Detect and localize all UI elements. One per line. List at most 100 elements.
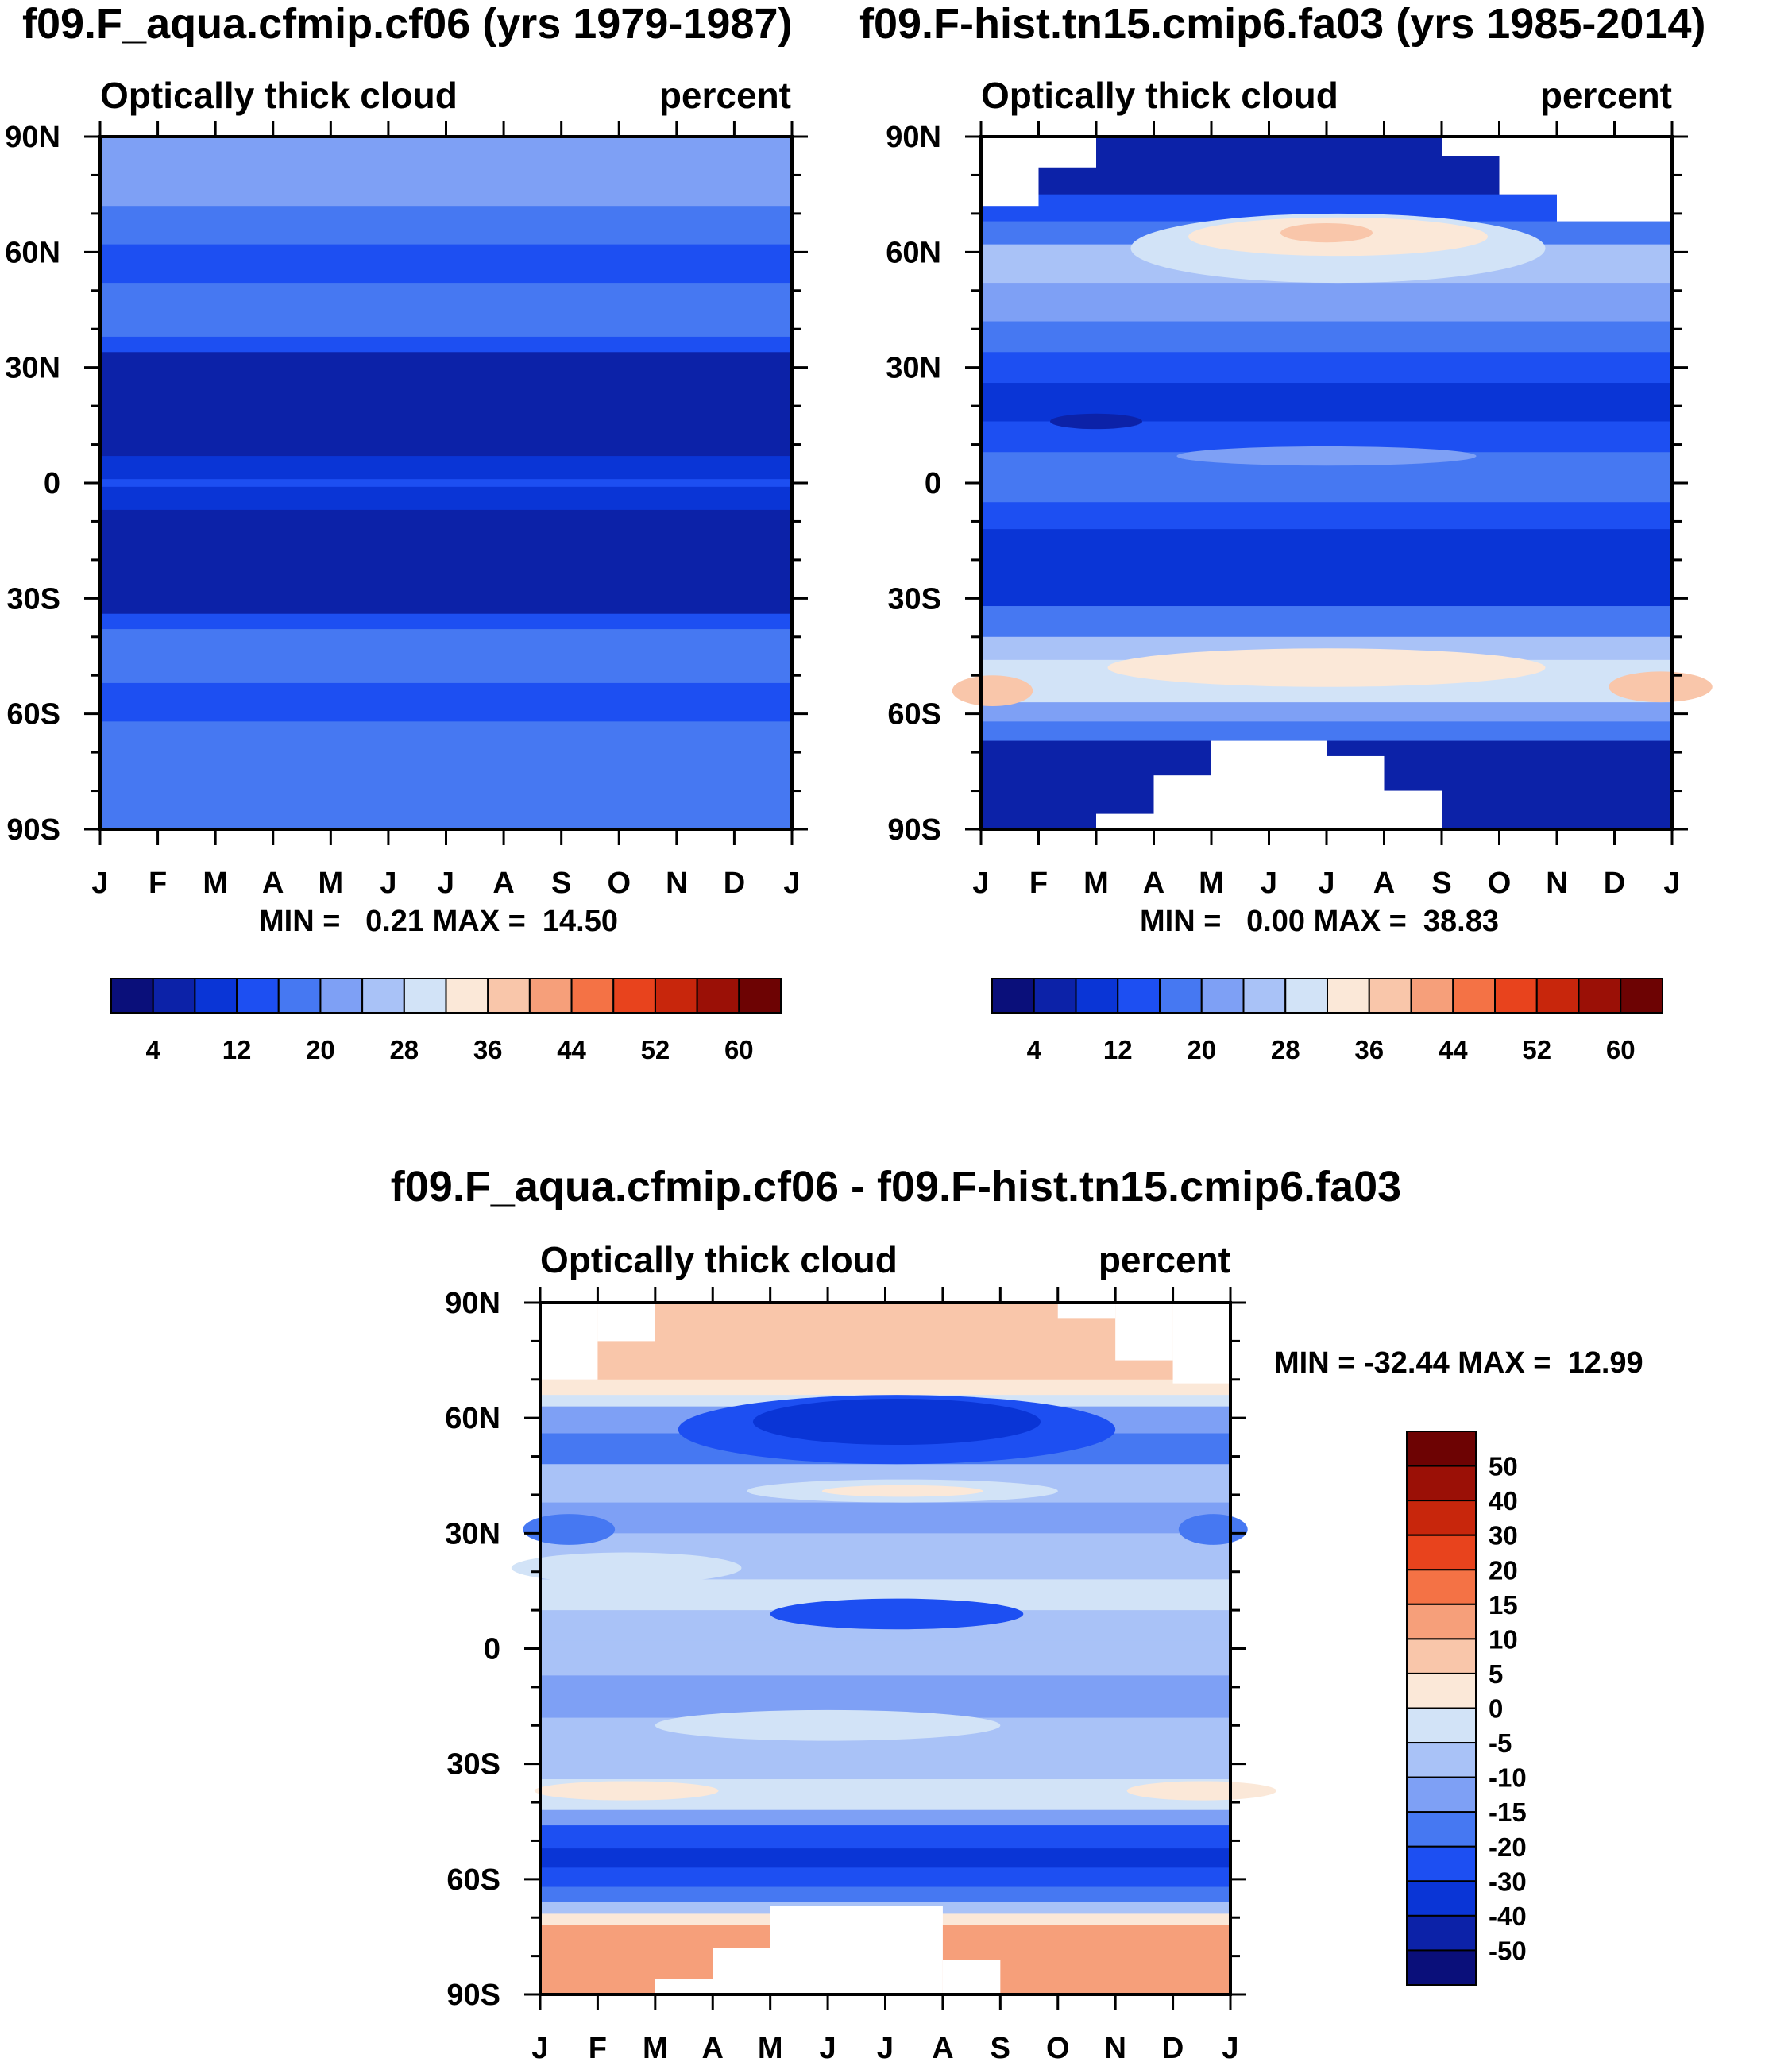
- ytick-label: 0: [44, 467, 60, 500]
- xtick-label: N: [1104, 2032, 1126, 2062]
- ytick-label: 90N: [886, 121, 941, 154]
- contour-band: [540, 1502, 1230, 1534]
- contour-band: [540, 1379, 1230, 1396]
- contour-feature: [952, 675, 1033, 706]
- colorbar-cell: [1075, 978, 1119, 1014]
- contour-feature: [511, 1552, 742, 1584]
- xtick-label: D: [1162, 2032, 1184, 2062]
- colorbar-cell: [277, 978, 322, 1014]
- colorbar-hist: 4 12 20 28 36 44 52 60: [991, 978, 1663, 1064]
- colorbar-cell: [1242, 978, 1287, 1014]
- xtick-label: J: [1663, 867, 1680, 900]
- xtick-label: A: [1373, 867, 1395, 900]
- ytick-label: 90S: [446, 1979, 500, 2012]
- ytick-label: 30N: [5, 352, 60, 385]
- xtick-label: S: [551, 867, 571, 900]
- contour-feature: [770, 1598, 1024, 1630]
- xtick-label: J: [877, 2032, 894, 2062]
- colorbar-label: -10: [1489, 1763, 1527, 1793]
- contour-band: [540, 1640, 1230, 1676]
- contour-feature: [1126, 1781, 1276, 1801]
- colorbar-label: 36: [473, 1035, 503, 1064]
- colorbar-cell: [1535, 978, 1580, 1014]
- colorbar-cell: [1406, 1465, 1477, 1502]
- colorbar-cell: [1406, 1569, 1477, 1605]
- panel-hist-left-label: Optically thick cloud: [981, 75, 1338, 116]
- missing-data-region: [1172, 1303, 1230, 1384]
- panel-aqua-ylabels: 90N 60N 30N 0 30S 60S 90S: [5, 121, 60, 847]
- colorbar-cell: [1368, 978, 1412, 1014]
- colorbar-label: 4: [1027, 1035, 1042, 1064]
- contour-band: [100, 721, 792, 761]
- panel-aqua-left-label: Optically thick cloud: [100, 75, 458, 116]
- colorbar-cell: [1406, 1534, 1477, 1571]
- ytick-label: 30S: [887, 582, 941, 616]
- colorbar-label: 5: [1489, 1659, 1503, 1689]
- colorbar-cell: [1406, 1707, 1477, 1744]
- panel-aqua-ticks: [84, 121, 808, 845]
- xtick-label: A: [1143, 867, 1164, 900]
- ytick-label: 30S: [6, 582, 60, 616]
- colorbar-cell: [1406, 1914, 1477, 1952]
- panel-hist-title: f09.F-hist.tn15.cmip6.fa03 (yrs 1985-201…: [859, 0, 1706, 48]
- colorbar-cell: [654, 978, 698, 1014]
- colorbar-label: 36: [1354, 1035, 1384, 1064]
- colorbar-cell: [1159, 978, 1203, 1014]
- panel-hist: f09.F-hist.tn15.cmip6.fa03 (yrs 1985-201…: [859, 0, 1713, 938]
- contour-band: [100, 244, 792, 284]
- xtick-label: J: [531, 2032, 548, 2062]
- panel-hist-right-label: percent: [1540, 75, 1672, 116]
- xtick-label: A: [932, 2032, 953, 2062]
- colorbar-aqua-cells: [110, 978, 782, 1014]
- xtick-label: M: [1199, 867, 1224, 900]
- missing-data-region: [1442, 137, 1500, 156]
- colorbar-hist-labels: 4 12 20 28 36 44 52 60: [1027, 1035, 1636, 1064]
- colorbar-aqua-labels: 4 12 20 28 36 44 52 60: [146, 1035, 754, 1064]
- colorbar-cell: [1406, 1811, 1477, 1848]
- xtick-label: A: [492, 867, 514, 900]
- colorbar-aqua: 4 12 20 28 36 44 52 60: [110, 978, 782, 1064]
- colorbar-cell: [570, 978, 615, 1014]
- missing-data-region: [1327, 755, 1385, 829]
- xtick-label: J: [1318, 867, 1334, 900]
- contour-feature: [534, 1781, 719, 1801]
- ytick-label: 30N: [445, 1517, 500, 1550]
- missing-data-region: [713, 1948, 770, 1994]
- colorbar-cell: [1406, 1638, 1477, 1674]
- xtick-label: J: [1222, 2032, 1238, 2062]
- panel-diff-ticks: [524, 1287, 1246, 2010]
- xtick-label: S: [991, 2032, 1010, 2062]
- contour-band: [540, 1848, 1230, 1868]
- panel-aqua-xlabels: J F M A M J J A S O N D J: [91, 867, 800, 900]
- contour-band: [981, 721, 1672, 742]
- missing-data-region: [1038, 137, 1096, 168]
- colorbar-label: 28: [1271, 1035, 1300, 1064]
- contour-band: [100, 137, 792, 168]
- contour-band: [540, 1867, 1230, 1888]
- colorbar-cell: [1327, 978, 1370, 1014]
- xtick-label: O: [1046, 2032, 1070, 2062]
- colorbar-cell: [1200, 978, 1245, 1014]
- panel-diff-left-label: Optically thick cloud: [540, 1239, 898, 1280]
- missing-data-region: [655, 1979, 713, 1994]
- missing-data-region: [1499, 137, 1557, 195]
- contour-band: [540, 1809, 1230, 1826]
- contour-band: [540, 1886, 1230, 1903]
- colorbar-cell: [528, 978, 573, 1014]
- panel-hist-ticks: [965, 121, 1688, 845]
- ytick-label: 60N: [5, 236, 60, 269]
- colorbar-cell: [1406, 1776, 1477, 1813]
- panel-diff-right-label: percent: [1099, 1239, 1230, 1280]
- contour-band: [100, 629, 792, 657]
- colorbar-diff: 50 40 30 20 15 10 5 0 -5 -10 -15 -20 -30…: [1406, 1431, 1527, 1986]
- panel-hist-xlabels: J F M A M J J A S O N D J: [972, 867, 1680, 900]
- panel-aqua-stats: MIN = 0.21 MAX = 14.50: [259, 905, 618, 938]
- xtick-label: A: [262, 867, 284, 900]
- xtick-label: M: [203, 867, 228, 900]
- colorbar-cell: [1620, 978, 1663, 1014]
- colorbar-label: -15: [1489, 1797, 1527, 1827]
- colorbar-cell: [236, 978, 280, 1014]
- missing-data-region: [1096, 813, 1154, 829]
- colorbar-label: -50: [1489, 1936, 1527, 1965]
- xtick-label: F: [149, 867, 167, 900]
